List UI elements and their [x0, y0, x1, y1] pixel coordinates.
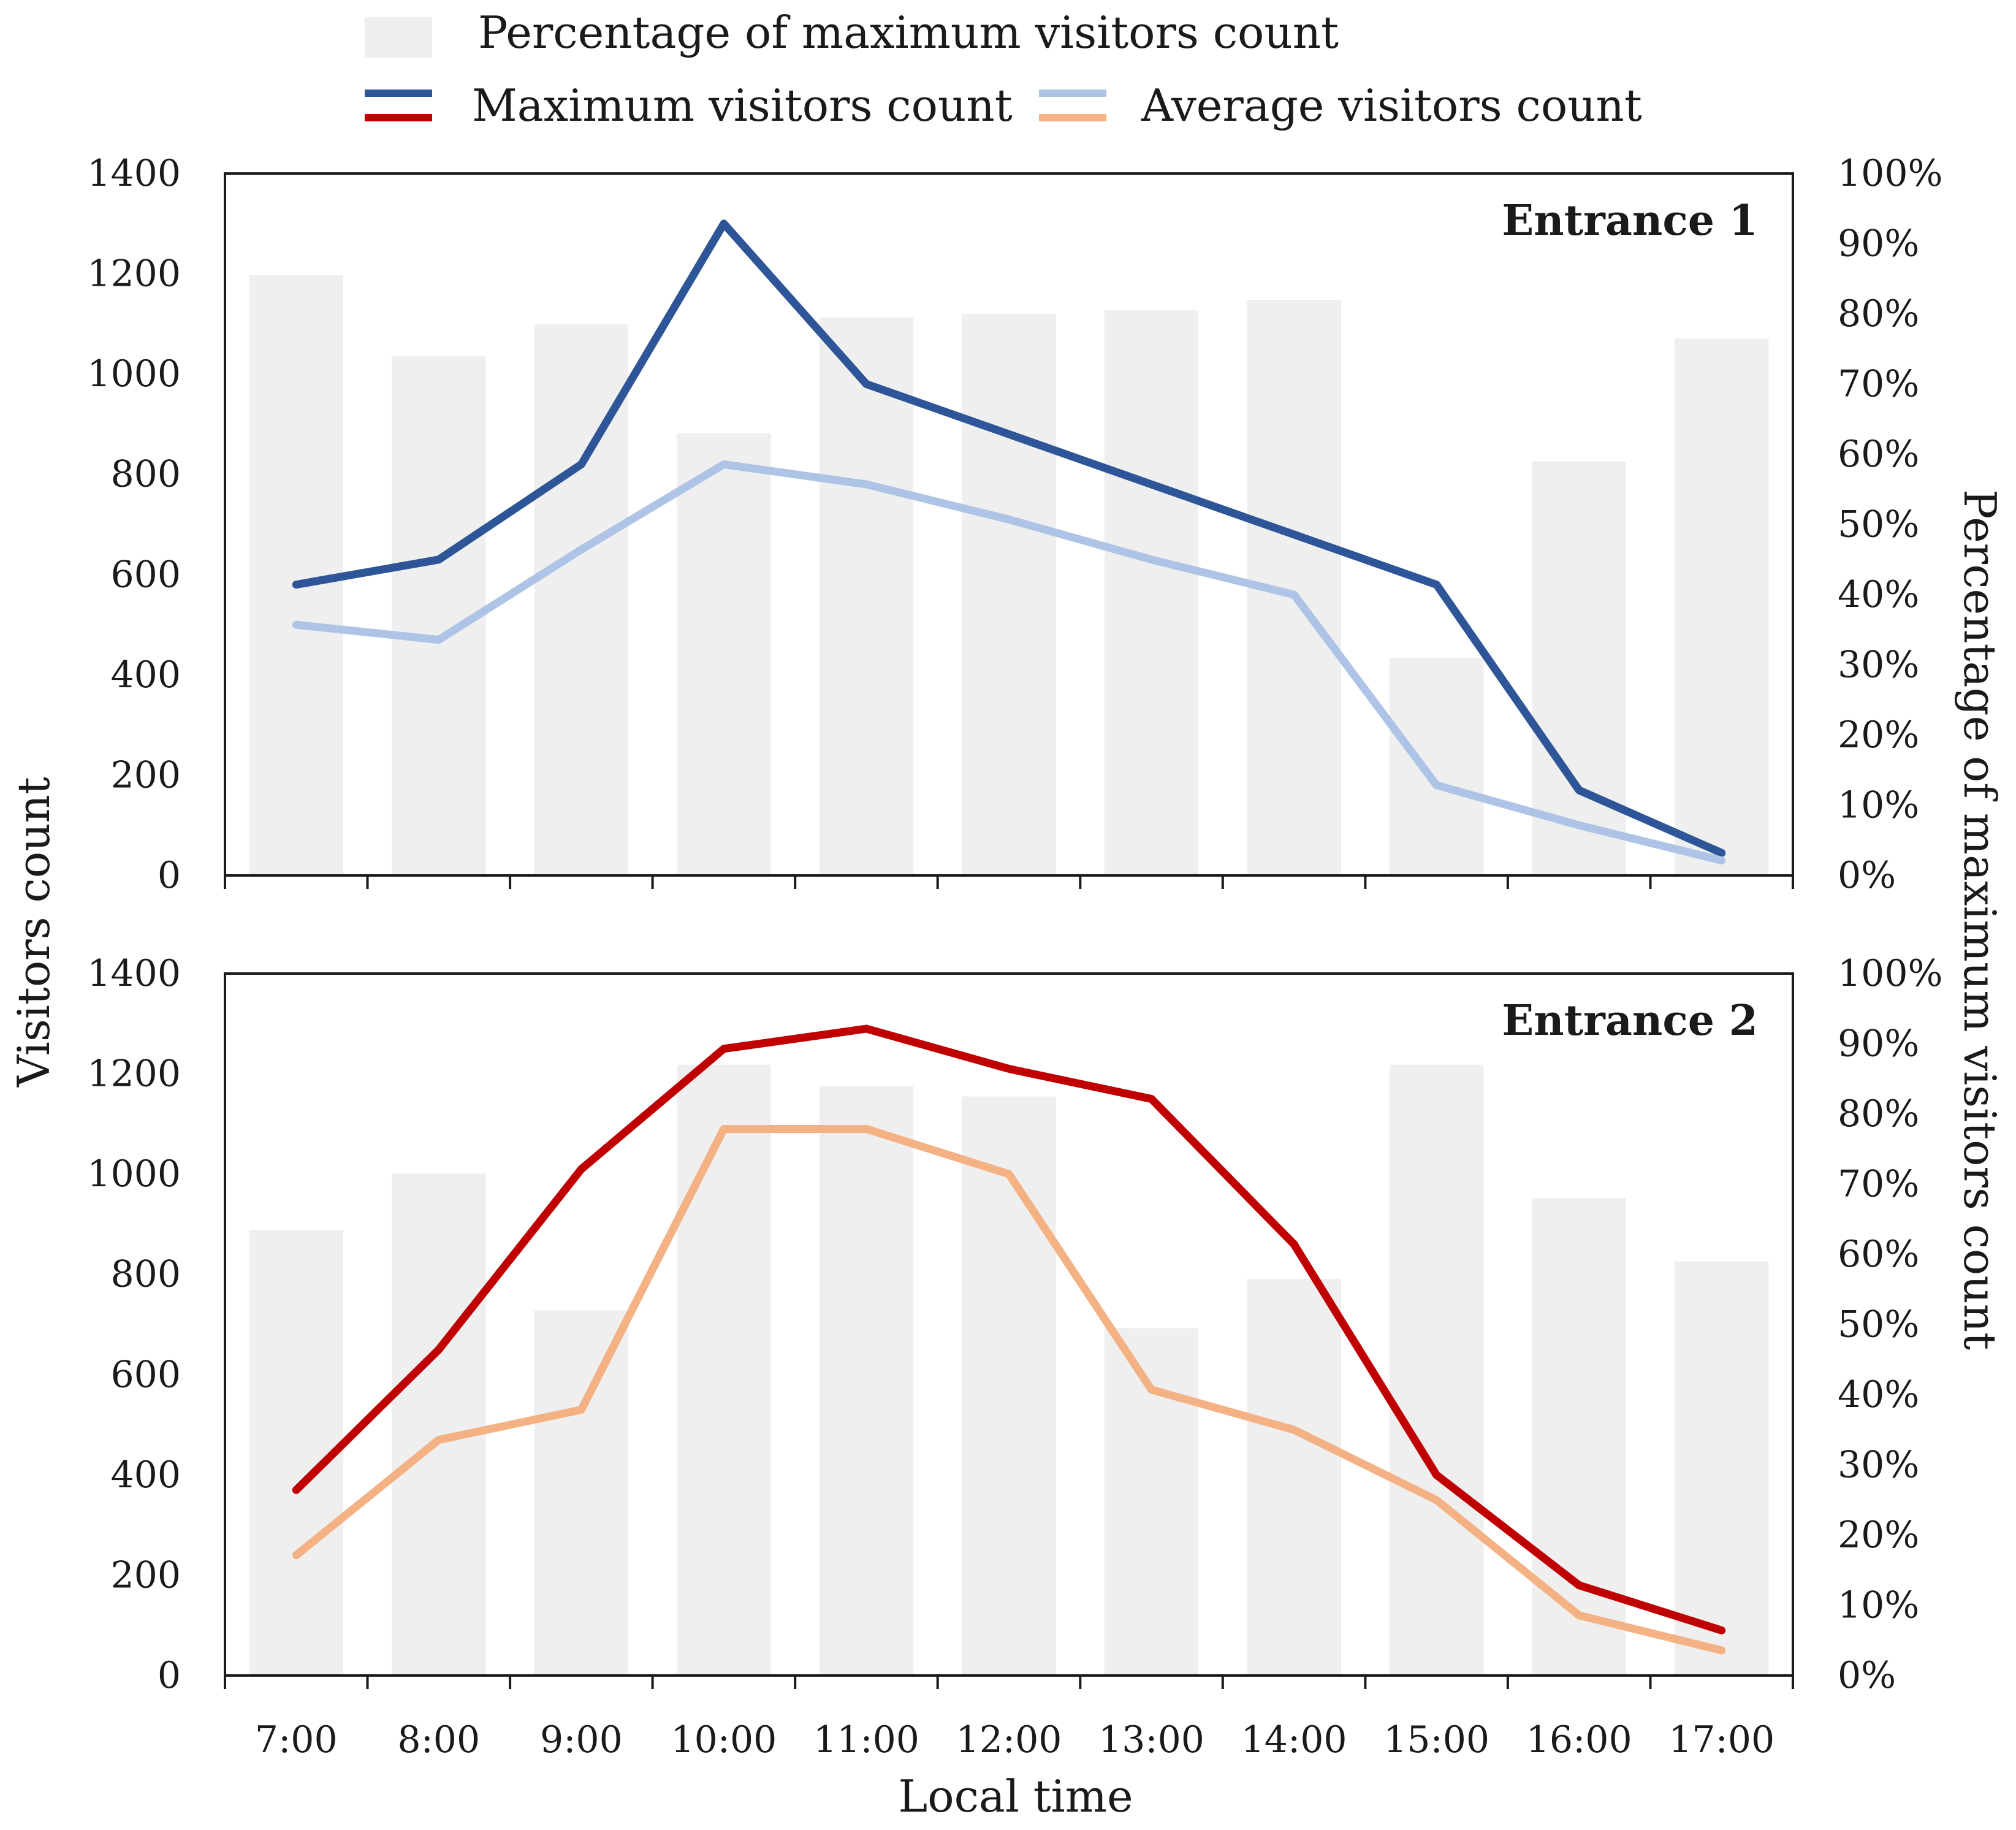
bar-percentage — [962, 314, 1056, 875]
x-axis-title: Local time — [898, 1771, 1133, 1822]
plot-frame — [224, 172, 1794, 877]
y-left-tick-label: 1200 — [87, 253, 181, 295]
y-right-tick-label: 100% — [1838, 152, 1943, 195]
y-right-tick-label: 70% — [1838, 363, 1919, 406]
x-tick-label: 9:00 — [540, 1718, 623, 1761]
y-left-tick-label: 200 — [110, 1554, 181, 1596]
y-right-tick-label: 30% — [1838, 644, 1919, 687]
x-tick-label: 10:00 — [671, 1718, 777, 1761]
panel-title: Entrance 2 — [1502, 996, 1758, 1045]
panel-entrance-2: 0 200 400 600 800 1000 1200 1400 0% 10% 20% 30% 40% 5… — [87, 952, 1942, 1761]
y-left-tick-label: 1400 — [87, 152, 181, 195]
legend: Percentage of maximum visitors count Max… — [365, 7, 1642, 131]
y-right-tick-label: 50% — [1838, 503, 1919, 546]
y-right-tick-label: 20% — [1838, 714, 1919, 757]
x-tick-label: 16:00 — [1526, 1718, 1632, 1761]
panel-title: Entrance 1 — [1502, 196, 1758, 245]
bar-percentage — [392, 1173, 486, 1676]
legend-avg-label: Average visitors count — [1141, 80, 1642, 131]
y-right-tick-label: 90% — [1838, 223, 1919, 265]
line-maximum-visitors — [292, 219, 1726, 857]
y-right-tick-label: 80% — [1838, 1092, 1919, 1135]
legend-max-swatch-red — [365, 114, 432, 121]
y-left-tick-label: 1000 — [87, 1153, 181, 1195]
legend-avg-swatch-blue — [1039, 90, 1106, 97]
bar-percentage — [1389, 1064, 1484, 1676]
y-right-tick-label: 0% — [1838, 854, 1896, 897]
x-tick-label: 13:00 — [1098, 1718, 1204, 1761]
legend-bar-swatch — [365, 17, 432, 58]
y-right-tick-label: 90% — [1838, 1023, 1919, 1066]
x-tick-label: 11:00 — [813, 1718, 919, 1761]
x-tick-label: 17:00 — [1668, 1718, 1774, 1761]
bar-percentage — [534, 1310, 629, 1676]
y-right-tick-label: 50% — [1838, 1303, 1919, 1346]
plot-frame — [224, 972, 1794, 1677]
bar-percentage — [1389, 658, 1484, 875]
y-left-tick-label: 400 — [110, 654, 181, 696]
y-left-tick-label: 600 — [110, 553, 181, 596]
y-right-tick-label: 80% — [1838, 292, 1919, 335]
y-left-axis-title: Visitors count — [8, 777, 59, 1088]
line-maximum-visitors — [292, 1024, 1726, 1634]
y-left-tick-label: 400 — [110, 1454, 181, 1496]
y-right-tick-label: 70% — [1838, 1163, 1919, 1206]
y-right-tick-label: 40% — [1838, 573, 1919, 616]
bar-percentage — [1675, 338, 1769, 875]
y-left-tick-label: 600 — [110, 1353, 181, 1396]
y-left-tick-label: 200 — [110, 753, 181, 796]
line-average-visitors — [292, 460, 1726, 864]
y-right-tick-label: 10% — [1838, 1584, 1919, 1627]
x-tick-label: 14:00 — [1241, 1718, 1347, 1761]
y-right-tick-label: 60% — [1838, 433, 1919, 476]
y-left-tick-label: 1200 — [87, 1053, 181, 1096]
bar-percentage — [677, 1064, 771, 1676]
bar-percentage — [1104, 1328, 1199, 1676]
bar-percentage — [249, 1229, 343, 1676]
y-right-tick-label: 10% — [1838, 784, 1919, 827]
bar-percentage — [677, 433, 771, 875]
bar-percentage — [819, 1086, 914, 1676]
legend-bar-label: Percentage of maximum visitors count — [478, 7, 1339, 58]
bar-percentage — [1675, 1261, 1769, 1676]
bar-percentage — [1104, 310, 1199, 875]
y-left-tick-label: 0 — [158, 854, 181, 897]
bar-percentage — [1532, 1198, 1626, 1676]
legend-max-label: Maximum visitors count — [472, 80, 1013, 131]
x-tick-label: 15:00 — [1383, 1718, 1489, 1761]
y-right-tick-label: 20% — [1838, 1514, 1919, 1557]
x-tick-label: 12:00 — [956, 1718, 1062, 1761]
y-left-tick-label: 0 — [158, 1654, 181, 1697]
bar-percentage — [819, 317, 914, 875]
bar-percentage — [962, 1096, 1056, 1676]
y-right-tick-label: 60% — [1838, 1233, 1919, 1276]
legend-max-swatch-blue — [365, 90, 432, 97]
y-left-tick-label: 800 — [110, 453, 181, 496]
y-right-axis-title: Percentage of maximum visitors count — [1954, 489, 2006, 1350]
y-right-tick-label: 0% — [1838, 1654, 1896, 1697]
x-tick-label: 7:00 — [255, 1718, 338, 1761]
x-tick-label: 8:00 — [397, 1718, 480, 1761]
y-right-tick-label: 30% — [1838, 1444, 1919, 1487]
legend-avg-swatch-orange — [1039, 114, 1106, 121]
y-left-tick-label: 800 — [110, 1253, 181, 1296]
bar-percentage — [1247, 1279, 1341, 1676]
y-left-tick-label: 1400 — [87, 952, 181, 995]
y-right-tick-label: 100% — [1838, 952, 1943, 995]
line-average-visitors — [292, 1125, 1726, 1655]
y-right-tick-label: 40% — [1838, 1373, 1919, 1416]
y-left-tick-label: 1000 — [87, 353, 181, 395]
panel-entrance-1: 0 200 400 600 800 1000 1200 1400 0% 10% 20% 30% 40% 5… — [87, 152, 1942, 897]
